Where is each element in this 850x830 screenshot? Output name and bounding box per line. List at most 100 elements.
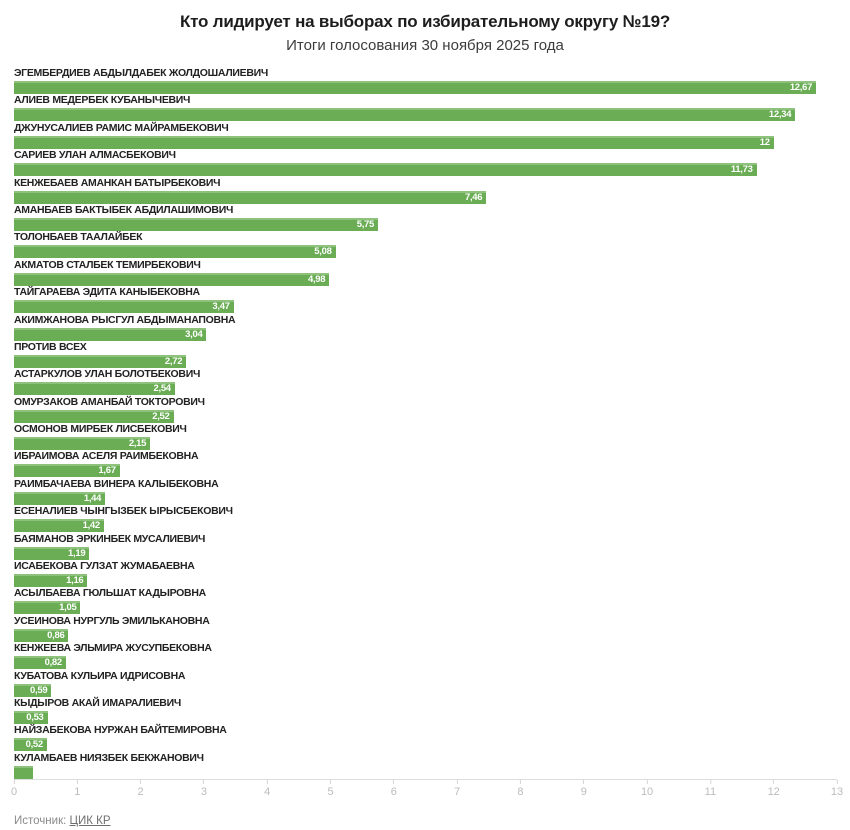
tick-label: 2	[137, 786, 144, 799]
tick-label: 11	[704, 786, 717, 799]
bar-track: 1,05	[14, 601, 837, 615]
candidate-name: РАИМБАЧАЕВА ВИНЕРА КАЛЫБЕКОВНА	[14, 477, 219, 490]
bar-value-label: 12,34	[768, 109, 792, 121]
candidate-name: УСЕИНОВА НУРГУЛЬ ЭМИЛЬКАНОВНА	[14, 614, 210, 627]
candidate-name: БАЯМАНОВ ЭРКИНБЕК МУСАЛИЕВИЧ	[14, 532, 206, 545]
candidate-name: ТОЛОНБАЕВ ТААЛАЙБЕК	[14, 231, 143, 244]
bar-value-label: 1,16	[66, 575, 84, 587]
candidate-name: НАЙЗАБЕКОВА НУРЖАН БАЙТЕМИРОВНА	[14, 724, 227, 737]
x-axis-tick: 8	[517, 780, 524, 799]
bar: 1,19	[14, 546, 90, 560]
bar-row: УСЕИНОВА НУРГУЛЬ ЭМИЛЬКАНОВНА 0,86	[14, 615, 837, 642]
bar: 2,72	[14, 354, 187, 368]
bar: 5,08	[14, 245, 336, 259]
bar: 0,53	[14, 710, 48, 724]
x-axis-tick: 10	[641, 780, 653, 799]
bar-track: 0,59	[14, 683, 837, 697]
bar: 4,98	[14, 272, 330, 286]
bar-track: 2,15	[14, 437, 837, 451]
bar-track: 5,75	[14, 217, 837, 231]
bar-row: ЕСЕНАЛИЕВ ЧЫНГЫЗБЕК ЫРЫСБЕКОВИЧ 1,42	[14, 505, 837, 533]
bar-value-label: 2,52	[152, 410, 170, 422]
tick-label: 5	[327, 786, 334, 799]
bar: 1,16	[14, 574, 88, 588]
bar-row: ТОЛОНБАЕВ ТААЛАЙБЕК 5,08	[14, 231, 837, 259]
bar-value-label: 5,08	[314, 246, 332, 258]
bar-row: КЕНЖЕБАЕВ АМАНКАН БАТЫРБЕКОВИЧ 7,46	[14, 177, 837, 204]
bar-value-label: 12	[759, 136, 770, 148]
bar-row: КУБАТОВА КУЛЬИРА ИДРИСОВНА 0,59	[14, 670, 837, 697]
bar-chart: ЭГЕМБЕРДИЕВ АБДЫЛДАБЕК ЖОЛДОШАЛИЕВИЧ 12,6…	[10, 67, 843, 801]
x-axis-tick: 11	[705, 780, 716, 799]
x-axis-tick: 4	[264, 780, 270, 799]
candidate-name: ЭГЕМБЕРДИЕВ АБДЫЛДАБЕК ЖОЛДОШАЛИЕВИЧ	[14, 67, 268, 79]
bar-value-label: 2,15	[128, 438, 147, 450]
bar: 7,46	[14, 190, 487, 204]
bar-track: 1,16	[14, 574, 837, 588]
tick-label: 0	[10, 786, 18, 799]
bar: 1,05	[14, 601, 81, 615]
bar: 0,82	[14, 656, 66, 670]
bar-track: 2,52	[14, 409, 837, 423]
tick-label: 9	[580, 786, 587, 799]
bar-track: 1,44	[14, 491, 837, 505]
tick-mark	[203, 780, 205, 785]
bar-row: АСТАРКУЛОВ УЛАН БОЛОТБЕКОВИЧ 2,54	[14, 368, 837, 396]
candidate-name: ЕСЕНАЛИЕВ ЧЫНГЫЗБЕК ЫРЫСБЕКОВИЧ	[14, 505, 233, 518]
bar: 0,59	[14, 683, 52, 697]
bar: 1,44	[14, 491, 106, 505]
bar-value-label: 2,54	[153, 383, 172, 395]
bar: 0,86	[14, 628, 69, 642]
source-link[interactable]: ЦИК КР	[69, 815, 111, 828]
bar-value-label: 0,86	[47, 629, 65, 641]
x-axis-tick: 3	[201, 780, 207, 799]
bar-row: БАЯМАНОВ ЭРКИНБЕК МУСАЛИЕВИЧ 1,19	[14, 533, 837, 560]
bar-row: ЭГЕМБЕРДИЕВ АБДЫЛДАБЕК ЖОЛДОШАЛИЕВИЧ 12,6…	[14, 67, 837, 94]
x-axis-tick: 13	[831, 780, 843, 799]
bar-value-label: 12,67	[789, 82, 813, 93]
x-axis-tick: 5	[327, 780, 334, 799]
bar-row: ПРОТИВ ВСЕХ 2,72	[14, 341, 837, 368]
bar: 0,52	[14, 738, 47, 752]
bar-rows: ЭГЕМБЕРДИЕВ АБДЫЛДАБЕК ЖОЛДОШАЛИЕВИЧ 12,6…	[14, 67, 837, 779]
bar-track: 3,04	[14, 327, 837, 341]
x-axis-tick: 12	[768, 780, 780, 799]
candidate-name: САРИЕВ УЛАН АЛМАСБЕКОВИЧ	[14, 149, 176, 162]
tick-mark	[836, 780, 838, 785]
candidate-name: ДЖУНУСАЛИЕВ РАМИС МАЙРАМБЕКОВИЧ	[14, 121, 229, 134]
tick-label: 4	[264, 786, 271, 799]
tick-label: 6	[390, 786, 397, 799]
bar-track: 1,67	[14, 464, 837, 478]
bar-track: 1,19	[14, 546, 837, 560]
bar-track: 7,46	[14, 190, 837, 204]
page-title: Кто лидирует на выборах по избирательном…	[179, 12, 671, 31]
tick-label: 8	[517, 786, 524, 799]
bar-track: 0,82	[14, 656, 837, 670]
bar-row: АМАНБАЕВ БАКТЫБЕК АБДИЛАШИМОВИЧ 5,75	[14, 204, 837, 231]
candidate-name: ИСАБЕКОВА ГУЛЗАТ ЖУМАБАЕВНА	[14, 560, 195, 573]
bar-value-label: 1,05	[59, 602, 77, 614]
candidate-name: ИБРАИМОВА АСЕЛЯ РАИМБЕКОВНА	[14, 450, 199, 463]
source-note: Источник: ЦИК КР	[14, 815, 850, 827]
tick-mark	[646, 780, 648, 785]
bar-value-label: 0,53	[26, 711, 44, 723]
bar-value-label: 3,04	[185, 328, 203, 340]
bar-value-label: 11,73	[730, 164, 753, 176]
bar-row: РАИМБАЧАЕВА ВИНЕРА КАЛЫБЕКОВНА 1,44	[14, 478, 837, 505]
candidate-name: АМАНБАЕВ БАКТЫБЕК АБДИЛАШИМОВИЧ	[14, 203, 234, 216]
bar-row: АКМАТОВ СТАЛБЕК ТЕМИРБЕКОВИЧ 4,98	[14, 259, 837, 286]
bar-track: 11,73	[14, 163, 837, 177]
candidate-name: ОСМОНОВ МИРБЕК ЛИСБЕКОВИЧ	[14, 423, 187, 436]
bar-row: ОМУРЗАКОВ АМАНБАЙ ТОКТОРОВИЧ 2,52	[14, 396, 837, 423]
tick-label: 7	[454, 786, 461, 799]
bar-value-label: 0,52	[25, 739, 44, 751]
x-axis-tick: 2	[138, 780, 144, 799]
bar: 11,73	[14, 163, 757, 177]
tick-mark	[456, 780, 458, 785]
tick-mark	[330, 780, 332, 785]
x-axis-tick: 6	[391, 780, 397, 799]
bar: 2,54	[14, 382, 175, 396]
x-axis-tick: 7	[454, 780, 460, 799]
bar-row: КУЛАМБАЕВ НИЯЗБЕК БЕКЖАНОВИЧ	[14, 752, 837, 779]
candidate-name: АСТАРКУЛОВ УЛАН БОЛОТБЕКОВИЧ	[14, 368, 201, 381]
